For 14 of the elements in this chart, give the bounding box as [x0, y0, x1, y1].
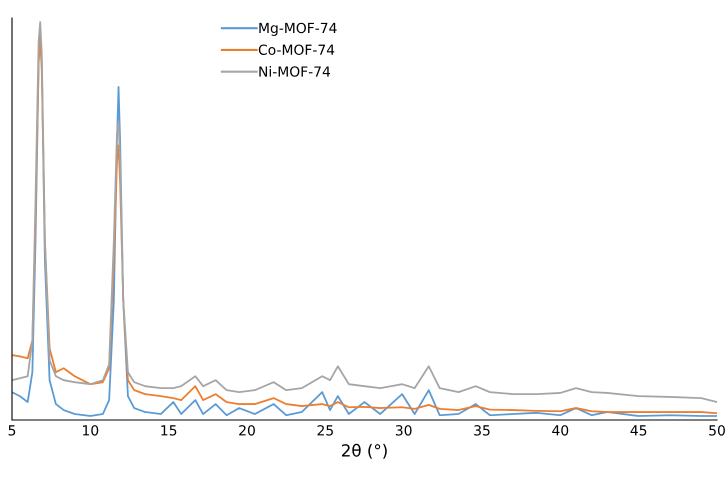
x-axis-title: 2θ (°)	[342, 444, 387, 459]
x-tick-label: 30	[396, 425, 412, 436]
x-tick-label: 45	[630, 425, 646, 436]
x-tick-label: 10	[83, 425, 98, 436]
legend-label: Ni-MOF-74	[259, 66, 330, 77]
legend-label: Mg-MOF-74	[259, 22, 337, 36]
x-tick-label: 5	[8, 425, 16, 436]
x-tick-label: 20	[239, 425, 255, 436]
x-tick-label: 35	[474, 425, 490, 436]
legend-label: Co-MOF-74	[258, 44, 334, 55]
x-tick-label: 50	[709, 425, 725, 436]
x-tick-label: 40	[552, 425, 568, 436]
x-tick-label: 25	[318, 425, 333, 436]
x-tick-label: 15	[161, 425, 176, 436]
